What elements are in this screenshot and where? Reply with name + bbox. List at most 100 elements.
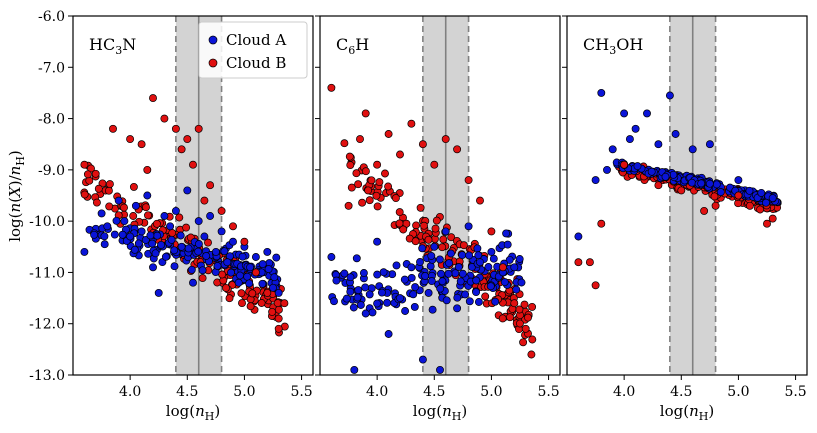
x-tick-label: 4.0	[119, 384, 141, 400]
cloud-a-point	[447, 249, 455, 258]
cloud-a-point	[476, 258, 484, 267]
cloud-a-point	[697, 179, 706, 188]
x-tick-label: 5.5	[290, 384, 312, 400]
cloud-b-point	[347, 183, 356, 192]
cloud-b-point	[453, 145, 462, 154]
x-axis-label: log(nH)	[660, 402, 714, 423]
cloud-a-point	[361, 309, 370, 318]
panel-1: 4.0 4.5 5.0 5.5 log(nH) C6H	[315, 15, 561, 423]
cloud-a-point	[426, 262, 435, 271]
cloud-b-point	[182, 223, 191, 232]
cloud-b-point	[439, 235, 448, 244]
cloud-b-point	[274, 314, 283, 323]
cloud-a-point	[365, 290, 374, 299]
cloud-a-point	[409, 290, 418, 299]
cloud-b-point	[152, 219, 161, 228]
cloud-b-point	[217, 206, 226, 215]
cloud-a-point	[171, 206, 180, 215]
legend-label-cloud-a: Cloud A	[226, 31, 286, 49]
cloud-b-point	[105, 202, 114, 211]
cloud-a-point	[453, 293, 462, 302]
x-tick-label: 5.5	[784, 384, 806, 400]
x-tick-label: 5.0	[480, 384, 502, 400]
cloud-b-point	[597, 219, 606, 228]
cloud-b-point	[222, 283, 230, 292]
cloud-b-point	[476, 196, 484, 205]
cloud-b-point	[175, 213, 184, 222]
cloud-b-point	[430, 160, 439, 169]
cloud-a-point	[768, 194, 777, 203]
cloud-a-point	[472, 276, 481, 285]
cloud-b-point	[92, 198, 101, 207]
cloud-a-point	[246, 263, 255, 272]
y-tick-label: -12.0	[29, 317, 65, 333]
cloud-b-point	[407, 119, 416, 128]
cloud-b-point	[365, 196, 374, 205]
cloud-b-point	[399, 225, 408, 234]
cloud-b-point	[137, 140, 146, 149]
legend-box	[198, 21, 308, 79]
cloud-a-point	[474, 251, 483, 260]
markers	[574, 88, 782, 290]
cloud-b-point	[515, 305, 524, 314]
cloud-b-point	[204, 238, 212, 247]
cloud-a-point	[458, 269, 467, 278]
cloud-b-point	[459, 241, 468, 250]
cloud-b-point	[257, 299, 266, 307]
cloud-b-point	[372, 191, 381, 200]
cloud-a-point	[486, 282, 495, 291]
cloud-b-point	[280, 299, 289, 308]
cloud-a-point	[332, 276, 341, 285]
cloud-a-point	[453, 304, 462, 313]
cloud-b-point	[654, 181, 663, 190]
cloud-b-point	[80, 190, 89, 199]
cloud-b-point	[85, 176, 94, 185]
cloud-a-point	[198, 266, 207, 275]
x-axis-label: log(nH)	[413, 402, 467, 423]
cloud-b-point	[229, 222, 237, 231]
cloud-a-point	[238, 252, 247, 261]
cloud-a-point	[489, 254, 498, 263]
cloud-a-point	[346, 273, 355, 282]
cloud-a-point	[373, 237, 382, 246]
cloud-a-point	[465, 297, 474, 306]
cloud-b-point	[412, 221, 421, 230]
cloud-a-point	[134, 239, 143, 248]
cloud-b-point	[238, 299, 246, 308]
cloud-a-point	[424, 288, 433, 297]
cloud-a-point	[120, 217, 129, 226]
panel-frame	[72, 15, 314, 376]
cloud-b-point	[745, 201, 754, 210]
cloud-b-point	[109, 124, 117, 133]
cloud-a-point	[472, 288, 481, 297]
cloud-a-point	[251, 253, 260, 261]
y-tick-label: -10.0	[29, 214, 65, 230]
cloud-a-point	[220, 247, 229, 256]
cloud-a-point	[377, 288, 386, 297]
x-tick-label: 5.5	[537, 384, 559, 400]
cloud-a-point	[500, 278, 509, 287]
cloud-a-point	[161, 252, 170, 261]
panel-frame	[566, 15, 808, 376]
cloud-b-point	[246, 302, 255, 311]
cloud-b-point	[177, 145, 186, 154]
cloud-a-point	[342, 294, 351, 303]
cloud-a-point	[340, 269, 349, 278]
cloud-a-point	[143, 191, 152, 200]
cloud-a-point	[465, 251, 474, 260]
cloud-b-point	[198, 274, 207, 283]
cloud-b-point	[677, 186, 686, 195]
cloud-a-point	[427, 251, 436, 260]
cloud-b-point	[142, 203, 150, 212]
cloud-b-point	[375, 178, 384, 187]
cloud-a-point	[620, 109, 629, 118]
x-tick-label: 4.5	[423, 384, 445, 400]
cloud-a-point	[661, 172, 670, 181]
cloud-a-point	[410, 302, 419, 311]
cloud-b-point	[200, 196, 209, 205]
cloud-b-point	[585, 258, 594, 267]
cloud-b-point	[105, 180, 114, 189]
cloud-a-point	[141, 236, 150, 244]
cloud-b-point	[381, 169, 389, 178]
cloud-b-point	[395, 219, 404, 228]
